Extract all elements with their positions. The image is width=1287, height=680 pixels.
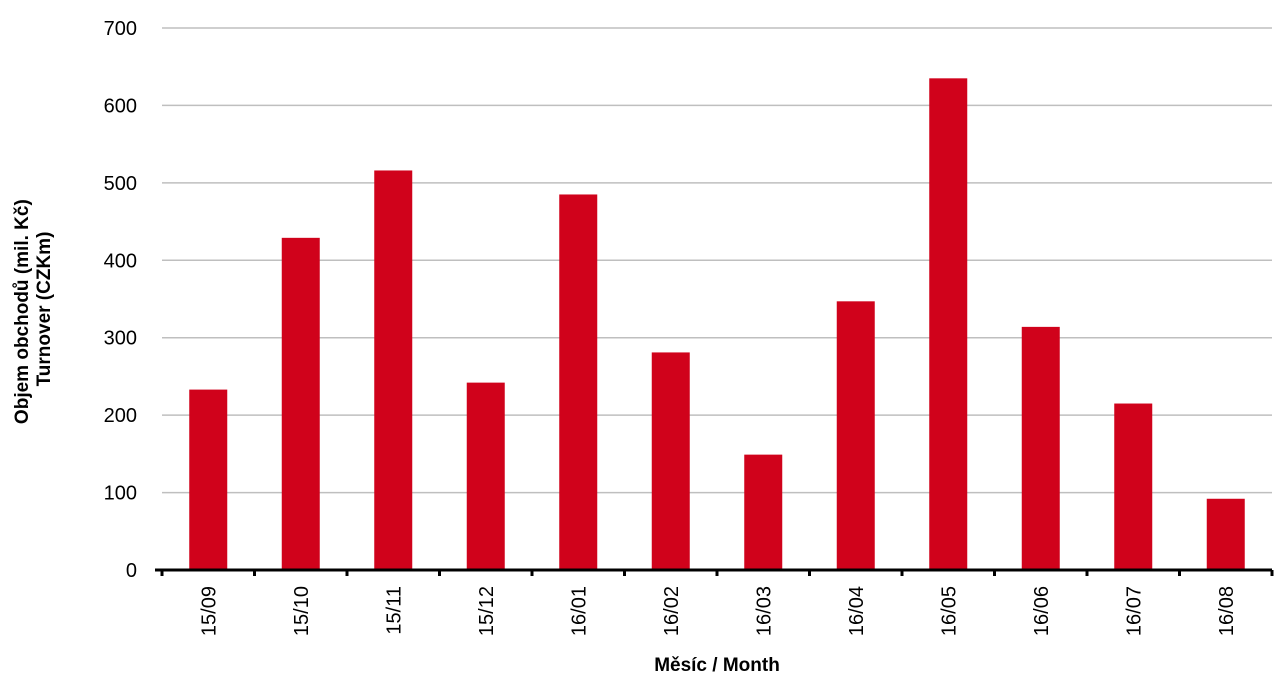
bar-16-08 (1206, 498, 1245, 570)
bars (189, 78, 1245, 570)
bar-16-03 (744, 454, 783, 570)
y-tick-label: 700 (104, 18, 137, 40)
y-tick-label: 300 (104, 328, 137, 350)
bar-16-02 (651, 352, 690, 570)
bar-16-01 (559, 194, 598, 570)
y-tick-label: 500 (104, 173, 137, 195)
x-tick-label: 16/06 (1031, 586, 1053, 636)
x-tick-label: 16/08 (1216, 586, 1238, 636)
y-tick-label: 200 (104, 405, 137, 427)
y-tick-label: 100 (104, 483, 137, 505)
x-axis (155, 568, 1274, 576)
bar-15-12 (466, 382, 505, 570)
x-axis-tick-labels: 15/09 15/10 15/11 15/12 16/01 16/02 16/03 16/04… (198, 586, 1238, 636)
bar-16-07 (1114, 403, 1153, 570)
y-tick-label: 0 (126, 560, 137, 582)
x-tick-label: 16/07 (1123, 586, 1145, 636)
y-axis-title-line-2: Turnover (CZKm) (34, 232, 55, 387)
x-tick-label: 15/09 (198, 586, 220, 636)
x-tick-label: 16/05 (938, 586, 960, 636)
bar-16-06 (1021, 326, 1060, 570)
x-tick-label: 15/12 (476, 586, 498, 636)
x-tick-label: 16/03 (753, 586, 775, 636)
bar-15-10 (281, 237, 320, 570)
bar-15-11 (374, 170, 413, 570)
x-tick-label: 15/10 (291, 586, 313, 636)
y-axis-title-line-1: Objem obchodů (mil. Kč) (12, 199, 33, 424)
x-tick-label: 15/11 (383, 586, 405, 635)
y-axis-title: Objem obchodů (mil. Kč) Turnover (CZKm) (12, 194, 55, 424)
bar-15-09 (189, 389, 228, 570)
x-tick-label: 16/04 (846, 586, 868, 636)
y-tick-label: 600 (104, 95, 137, 117)
y-tick-label: 400 (104, 250, 137, 272)
x-tick-label: 16/01 (568, 586, 590, 636)
x-tick-label: 16/02 (661, 586, 683, 636)
bar-16-05 (929, 78, 968, 570)
gridlines (162, 27, 1272, 494)
x-axis-title: Měsíc / Month (654, 655, 780, 676)
bar-16-04 (836, 301, 875, 570)
y-axis-tick-labels: 0 100 200 300 400 500 600 700 (104, 18, 137, 582)
